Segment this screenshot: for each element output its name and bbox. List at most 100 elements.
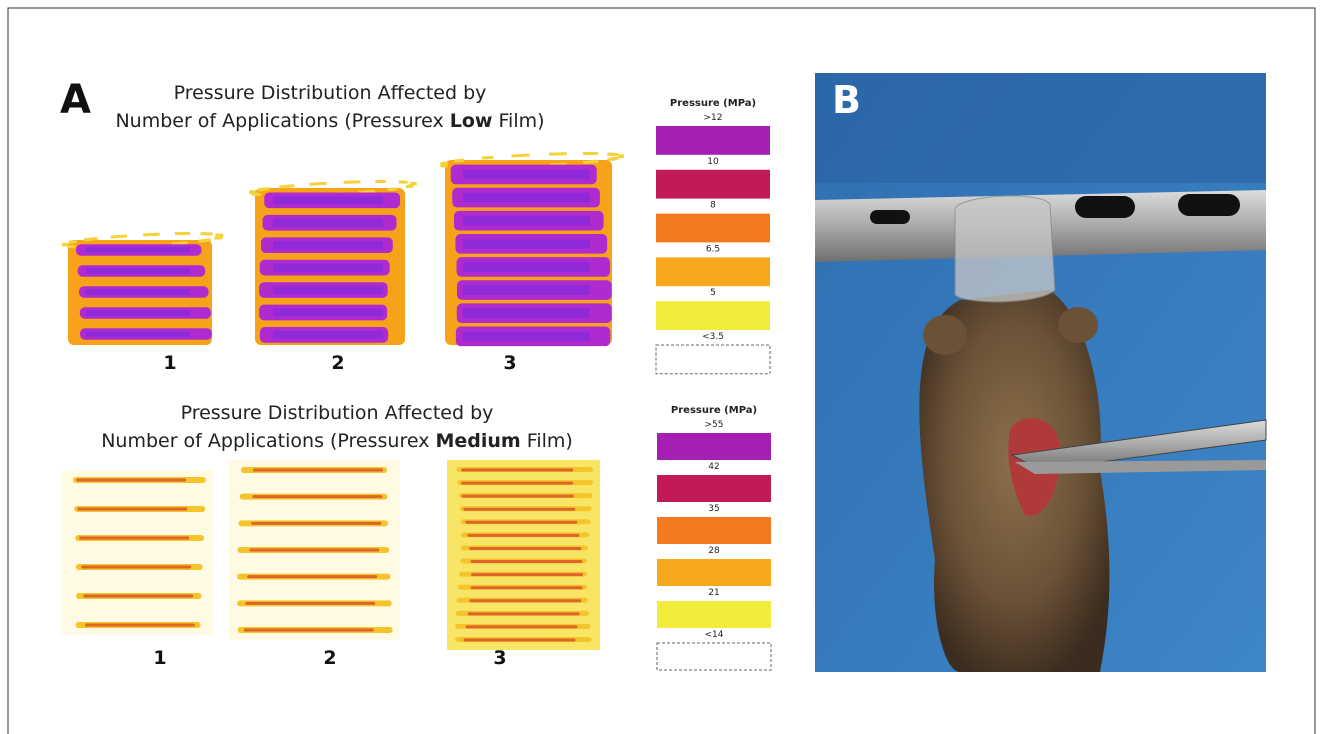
film-stripe [461,469,573,472]
sample-label: 2 [323,647,336,669]
legend: Pressure (MPa)>121086.55<3.5 [656,98,770,374]
film-speck [517,154,523,157]
film-stripe [471,573,583,576]
film-stripe [469,547,581,550]
film-speck [201,232,207,235]
film-stripe [465,521,577,524]
film-speck [149,233,155,236]
film-stripe [251,522,381,525]
film-stripe [86,247,190,253]
film-stripe [249,549,379,552]
title-part: Film) [492,110,544,132]
film-stripe [468,612,580,615]
film-stripe [463,331,590,341]
film-speck [349,181,355,184]
film-speck [344,181,350,184]
legend-label: <14 [705,630,724,640]
film-speck [410,182,416,185]
film-speck [279,185,285,188]
legend-title: Pressure (MPa) [671,405,757,416]
legend-swatch [656,214,770,243]
film-speck [258,188,264,191]
film-stripe [86,331,190,337]
film-stripe [463,170,590,180]
legend-swatch [656,126,770,155]
panel-label: B [832,78,861,122]
film-speck [215,233,221,236]
film-stripe [462,495,574,498]
film-speck [315,182,321,185]
film-stripe [81,566,191,569]
legend-label: >12 [704,113,723,123]
film-stripe [273,309,383,317]
film-stripe [466,625,578,628]
film-stripe [464,639,576,642]
legend-swatch [656,170,770,199]
film-speck [607,153,613,156]
film-speck [561,152,567,155]
title: Number of Applications (Pressurex Low Fi… [115,110,544,132]
title-part: Low [450,110,493,132]
legend-label: 5 [710,288,716,298]
film-speck [375,180,381,183]
film-stripe [77,508,187,511]
film-speck [181,241,187,244]
bar-hole [1178,194,1240,216]
film-speck [555,152,561,155]
film-stripe [463,508,575,511]
film-stripe [463,193,590,203]
film-stripe [463,308,590,318]
film-stripe [469,599,581,602]
sample-label: 1 [163,352,176,374]
film-stripe [85,624,195,627]
film-speck [321,182,327,185]
legend-swatch [657,433,771,460]
film-speck [524,154,530,157]
legend-label: 21 [708,588,719,598]
film-speck [549,153,555,156]
title: Number of Applications (Pressurex Medium… [101,430,573,452]
title-part: Number of Applications (Pressurex [101,430,435,452]
title: Pressure Distribution Affected by [174,82,487,104]
legend-swatch [656,301,770,330]
photo: B [815,73,1266,672]
film-speck [399,180,405,183]
film-stripe [273,196,383,204]
film-stripe [245,602,375,605]
legend-swatch [657,643,771,670]
sample-label: 3 [503,352,516,374]
film-base [62,470,213,635]
legend-label: 10 [707,157,719,167]
film-stripe [463,262,590,272]
film-speck [255,193,261,196]
mouse-ear [923,315,967,355]
drape [815,73,1266,183]
film-speck [121,235,127,238]
film-stripe [252,495,382,498]
film-speck [612,157,618,160]
film-speck [249,191,255,194]
film-speck [369,190,375,193]
film-speck [84,238,90,241]
legend-label: 28 [708,546,720,556]
film-speck [487,156,493,159]
legend-swatch [657,559,771,586]
sample-label: 2 [331,352,344,374]
film-speck [69,245,75,248]
film-speck [154,233,160,236]
film-speck [354,180,360,183]
title-part: Medium [436,430,521,452]
film-stripe [471,560,583,563]
legend-swatch [657,601,771,628]
film-stripe [463,239,590,249]
legend-label: 8 [710,201,716,211]
film-base [447,460,600,650]
legend-swatch [657,475,771,502]
legend-label: >55 [705,420,724,430]
film-speck [68,241,74,244]
legend-title: Pressure (MPa) [670,98,756,109]
legend-swatch [657,517,771,544]
film-speck [592,160,598,163]
film-speck [455,159,461,162]
